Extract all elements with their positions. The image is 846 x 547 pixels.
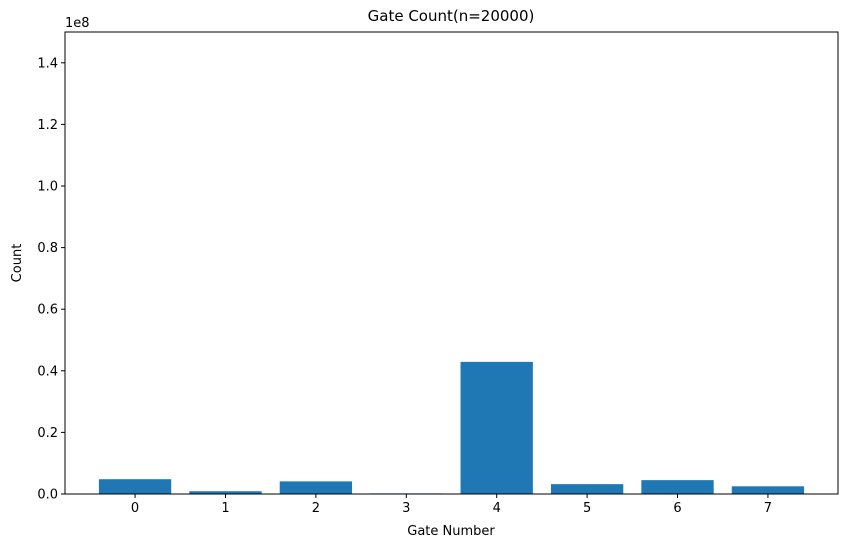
y-tick-label: 0.6 (37, 303, 58, 318)
y-ticks-group: 0.0 0.2 0.4 0.6 0.8 1.0 1.2 1.4 (37, 56, 65, 503)
y-tick-label: 1.2 (37, 118, 58, 133)
bar-5 (550, 484, 624, 494)
bar-4 (460, 361, 533, 494)
x-tick-label: 3 (402, 501, 410, 516)
chart-title: Gate Count(n=20000) (368, 7, 535, 25)
y-offset-label: 1e8 (65, 16, 90, 31)
axes-frame (64, 31, 839, 495)
y-tick-label: 0.4 (37, 364, 58, 379)
y-tick-label: 0.0 (37, 488, 58, 503)
x-axis-label: Gate Number (407, 524, 495, 539)
y-tick-label: 1.4 (37, 56, 58, 71)
x-tick-label: 4 (493, 501, 501, 516)
y-tick-label: 1.0 (37, 180, 58, 195)
bars-group (98, 361, 805, 494)
bar-1 (189, 491, 262, 494)
bar-6 (641, 480, 714, 494)
x-tick-label: 7 (764, 501, 772, 516)
x-tick-label: 5 (583, 501, 591, 516)
y-axis-label: Count (10, 244, 25, 283)
x-ticks-group: 0 1 2 3 4 5 6 7 (131, 494, 772, 516)
x-tick-label: 1 (221, 501, 229, 516)
x-tick-label: 2 (312, 501, 320, 516)
bar-2 (279, 481, 353, 494)
bar-7 (731, 486, 805, 494)
x-tick-label: 0 (131, 501, 139, 516)
y-tick-label: 0.2 (37, 426, 58, 441)
x-tick-label: 6 (673, 501, 681, 516)
y-tick-label: 0.8 (37, 241, 58, 256)
bar-0 (98, 479, 172, 494)
